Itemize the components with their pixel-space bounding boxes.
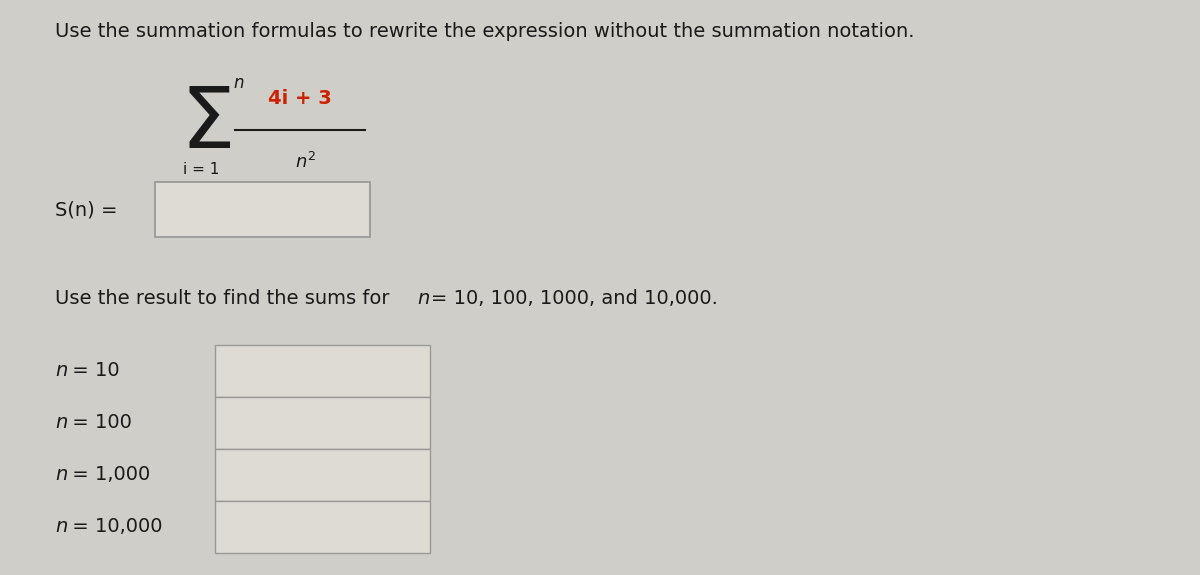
Text: i = 1: i = 1 (182, 163, 220, 178)
Text: = 1,000: = 1,000 (66, 466, 150, 485)
Text: = 10: = 10 (66, 362, 120, 381)
Bar (215, 397, 430, 449)
Text: $\Sigma$: $\Sigma$ (180, 83, 230, 167)
Text: $n^2$: $n^2$ (294, 152, 316, 172)
Text: Use the summation formulas to rewrite the expression without the summation notat: Use the summation formulas to rewrite th… (55, 22, 914, 41)
Text: n: n (418, 289, 430, 308)
Text: 4i + 3: 4i + 3 (268, 89, 332, 108)
Text: = 100: = 100 (66, 413, 132, 432)
Text: n: n (55, 413, 67, 432)
Text: n: n (233, 74, 244, 92)
Bar (155, 182, 370, 237)
Text: Use the result to find the sums for: Use the result to find the sums for (55, 289, 396, 308)
Text: = 10,000: = 10,000 (66, 518, 162, 536)
Text: n: n (55, 466, 67, 485)
Bar (215, 501, 430, 553)
Text: n: n (55, 362, 67, 381)
Text: S(n) =: S(n) = (55, 201, 118, 220)
Text: = 10, 100, 1000, and 10,000.: = 10, 100, 1000, and 10,000. (427, 289, 718, 308)
Text: n: n (55, 518, 67, 536)
Bar (215, 449, 430, 501)
Bar (215, 345, 430, 397)
